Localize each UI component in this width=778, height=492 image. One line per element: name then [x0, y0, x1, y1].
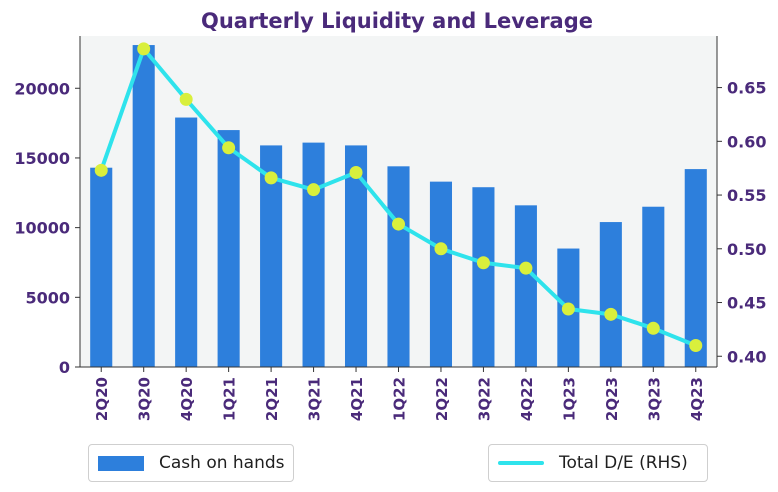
bar-series [90, 45, 707, 368]
right-tick-label: 0.55 [727, 186, 766, 205]
de-point-3Q23 [646, 321, 660, 335]
bar-2Q22 [429, 181, 453, 367]
bar-1Q21 [217, 130, 240, 367]
de-point-2Q22 [434, 242, 448, 256]
de-point-1Q23 [561, 302, 575, 316]
bar-3Q21 [302, 142, 325, 367]
x-tick-label: 1Q22 [391, 377, 409, 421]
de-point-3Q21 [307, 183, 321, 197]
x-tick-label: 2Q20 [93, 377, 111, 421]
de-point-3Q22 [476, 256, 490, 270]
left-tick-label: 15000 [14, 149, 70, 168]
bar-4Q20 [175, 117, 198, 368]
de-point-1Q22 [392, 217, 405, 231]
right-tick-label: 0.45 [727, 294, 766, 313]
x-tick-label: 4Q22 [518, 377, 536, 421]
legend-line-swatch [498, 461, 544, 465]
bar-2Q21 [260, 145, 283, 367]
de-point-4Q22 [519, 261, 533, 275]
de-point-1Q21 [222, 141, 236, 155]
line-series [94, 42, 703, 353]
left-tick-label: 20000 [14, 79, 70, 98]
de-point-4Q20 [179, 92, 193, 106]
left-tick-label: 5000 [25, 288, 70, 307]
de-point-2Q21 [264, 171, 278, 185]
legend-bar: Cash on hands [88, 444, 294, 482]
x-tick-label: 1Q23 [560, 377, 578, 421]
x-tick-label: 1Q21 [221, 377, 239, 421]
bar-3Q20 [132, 45, 155, 367]
left-axis: 0 5000 10000 15000 20000 [14, 36, 81, 377]
de-point-4Q21 [349, 165, 363, 179]
x-tick-label: 2Q22 [433, 377, 451, 421]
bar-4Q23 [684, 169, 707, 367]
bar-3Q23 [642, 206, 665, 367]
right-tick-label: 0.40 [727, 347, 766, 366]
de-point-4Q23 [689, 339, 703, 353]
de-point-2Q23 [604, 307, 618, 321]
legend-line: Total D/E (RHS) [488, 444, 708, 482]
x-tick-label: 4Q23 [688, 377, 706, 421]
x-tick-label: 4Q21 [348, 377, 366, 421]
right-tick-label: 0.50 [727, 240, 766, 259]
x-tick-label: 2Q21 [263, 377, 281, 421]
bar-4Q21 [344, 145, 368, 367]
bar-2Q23 [599, 222, 622, 367]
x-tick-label: 2Q23 [603, 377, 621, 421]
de-point-3Q20 [137, 42, 151, 56]
bar-2Q20 [90, 167, 113, 367]
chart-title: Quarterly Liquidity and Leverage [201, 9, 593, 33]
x-tick-label: 3Q23 [645, 377, 663, 421]
legend-bar-label: Cash on hands [159, 453, 285, 473]
x-tick-label: 4Q20 [178, 377, 196, 421]
x-tick-label: 3Q20 [136, 377, 154, 421]
right-tick-label: 0.60 [727, 132, 766, 151]
x-tick-label: 3Q21 [306, 377, 324, 421]
legend-line-label: Total D/E (RHS) [559, 453, 688, 473]
right-tick-label: 0.65 [727, 79, 766, 98]
legend-bar-swatch [98, 455, 144, 471]
de-point-2Q20 [94, 163, 108, 177]
x-tick-label: 3Q22 [475, 377, 493, 421]
x-axis: 2Q20 3Q20 4Q20 1Q21 2Q21 3Q21 4Q21 1Q22 2Q22 3Q22… [80, 366, 717, 421]
bar-1Q22 [387, 166, 410, 367]
bar-4Q22 [514, 205, 537, 367]
right-axis: 0.40 0.45 0.50 0.55 0.60 0.65 [716, 36, 766, 367]
bar-3Q22 [472, 187, 495, 367]
left-tick-label: 0 [59, 358, 70, 377]
left-tick-label: 10000 [14, 219, 70, 238]
